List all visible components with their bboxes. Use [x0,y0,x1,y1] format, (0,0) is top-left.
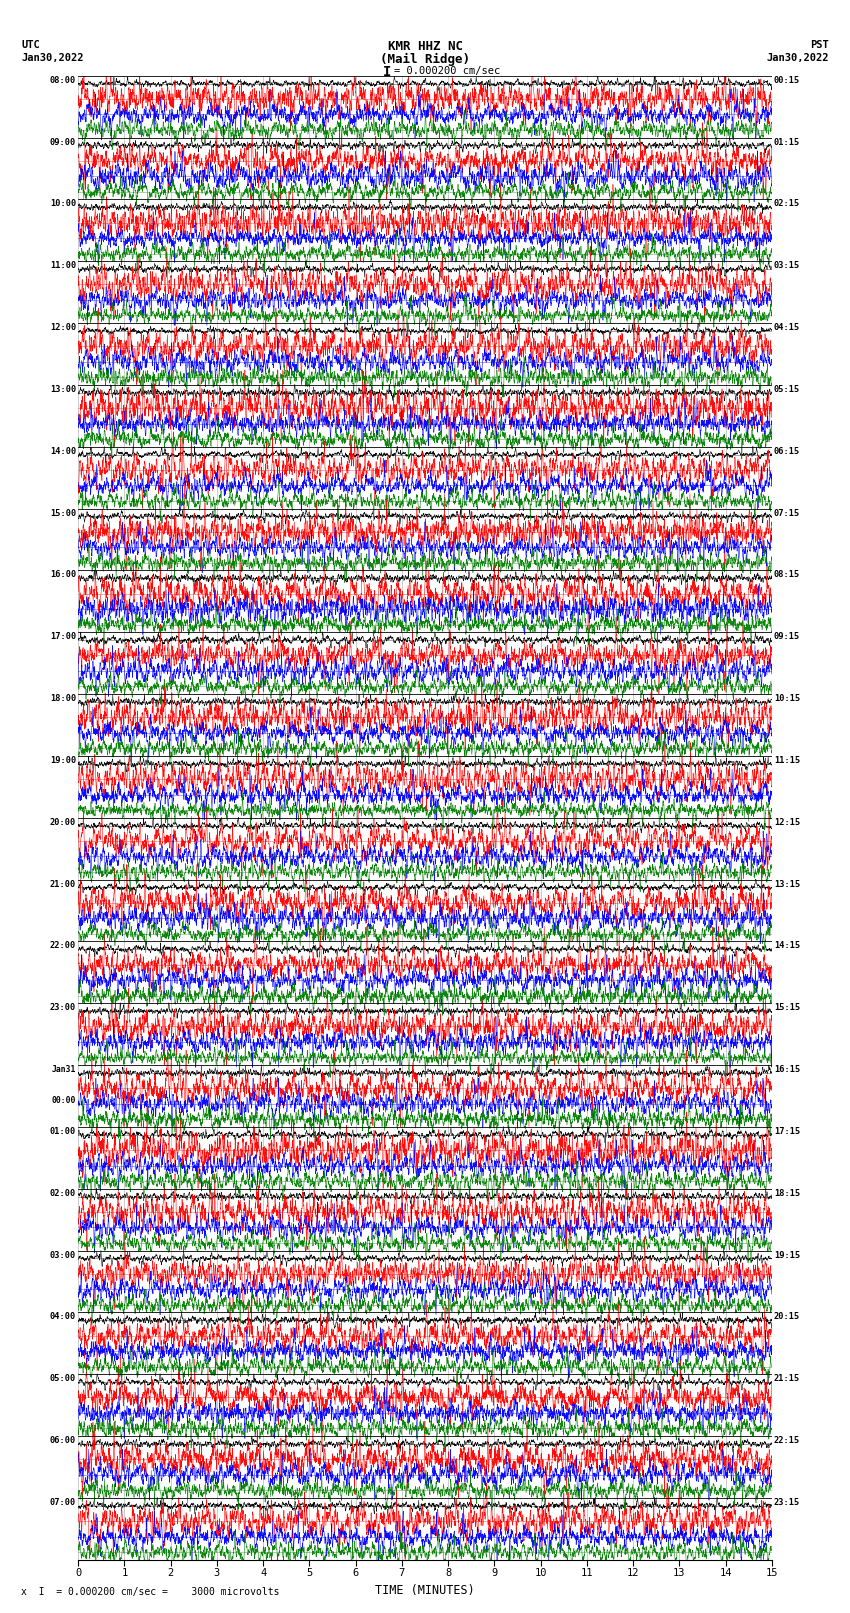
Text: 04:00: 04:00 [50,1313,76,1321]
Text: 07:15: 07:15 [774,508,800,518]
Text: 01:00: 01:00 [50,1127,76,1136]
Text: 02:00: 02:00 [50,1189,76,1198]
Text: 21:00: 21:00 [50,879,76,889]
Text: I: I [382,65,391,79]
Text: 01:15: 01:15 [774,137,800,147]
Text: 06:00: 06:00 [50,1436,76,1445]
Text: 06:15: 06:15 [774,447,800,456]
Text: 15:15: 15:15 [774,1003,800,1013]
Text: 16:15: 16:15 [774,1065,800,1074]
Text: 11:00: 11:00 [50,261,76,271]
Text: 20:15: 20:15 [774,1313,800,1321]
Text: = 0.000200 cm/sec: = 0.000200 cm/sec [394,66,500,76]
Text: 00:15: 00:15 [774,76,800,85]
Text: 05:00: 05:00 [50,1374,76,1384]
Text: Jan31: Jan31 [52,1065,76,1074]
Text: 07:00: 07:00 [50,1498,76,1507]
Text: 10:00: 10:00 [50,200,76,208]
Text: 22:00: 22:00 [50,942,76,950]
Text: 14:00: 14:00 [50,447,76,456]
Text: 11:15: 11:15 [774,756,800,765]
Text: 22:15: 22:15 [774,1436,800,1445]
Text: Jan30,2022: Jan30,2022 [21,53,84,63]
Text: 02:15: 02:15 [774,200,800,208]
Text: 18:15: 18:15 [774,1189,800,1198]
Text: 15:00: 15:00 [50,508,76,518]
Text: 09:15: 09:15 [774,632,800,642]
Text: 16:00: 16:00 [50,571,76,579]
Text: 13:00: 13:00 [50,386,76,394]
Text: 21:15: 21:15 [774,1374,800,1384]
Text: 17:00: 17:00 [50,632,76,642]
Text: 08:00: 08:00 [50,76,76,85]
Text: 17:15: 17:15 [774,1127,800,1136]
Text: 03:00: 03:00 [50,1250,76,1260]
Text: 09:00: 09:00 [50,137,76,147]
Text: 05:15: 05:15 [774,386,800,394]
Text: 12:15: 12:15 [774,818,800,827]
Text: (Mail Ridge): (Mail Ridge) [380,53,470,66]
Text: 04:15: 04:15 [774,323,800,332]
Text: UTC: UTC [21,40,40,50]
Text: Jan30,2022: Jan30,2022 [766,53,829,63]
Text: KMR HHZ NC: KMR HHZ NC [388,40,462,53]
Text: 20:00: 20:00 [50,818,76,827]
Text: 03:15: 03:15 [774,261,800,271]
Text: 12:00: 12:00 [50,323,76,332]
Text: 00:00: 00:00 [52,1097,76,1105]
Text: 08:15: 08:15 [774,571,800,579]
Text: x  I  = 0.000200 cm/sec =    3000 microvolts: x I = 0.000200 cm/sec = 3000 microvolts [21,1587,280,1597]
Text: 10:15: 10:15 [774,694,800,703]
Text: 19:15: 19:15 [774,1250,800,1260]
X-axis label: TIME (MINUTES): TIME (MINUTES) [375,1584,475,1597]
Text: 19:00: 19:00 [50,756,76,765]
Text: 13:15: 13:15 [774,879,800,889]
Text: 23:15: 23:15 [774,1498,800,1507]
Text: 23:00: 23:00 [50,1003,76,1013]
Text: PST: PST [810,40,829,50]
Text: 18:00: 18:00 [50,694,76,703]
Text: 14:15: 14:15 [774,942,800,950]
